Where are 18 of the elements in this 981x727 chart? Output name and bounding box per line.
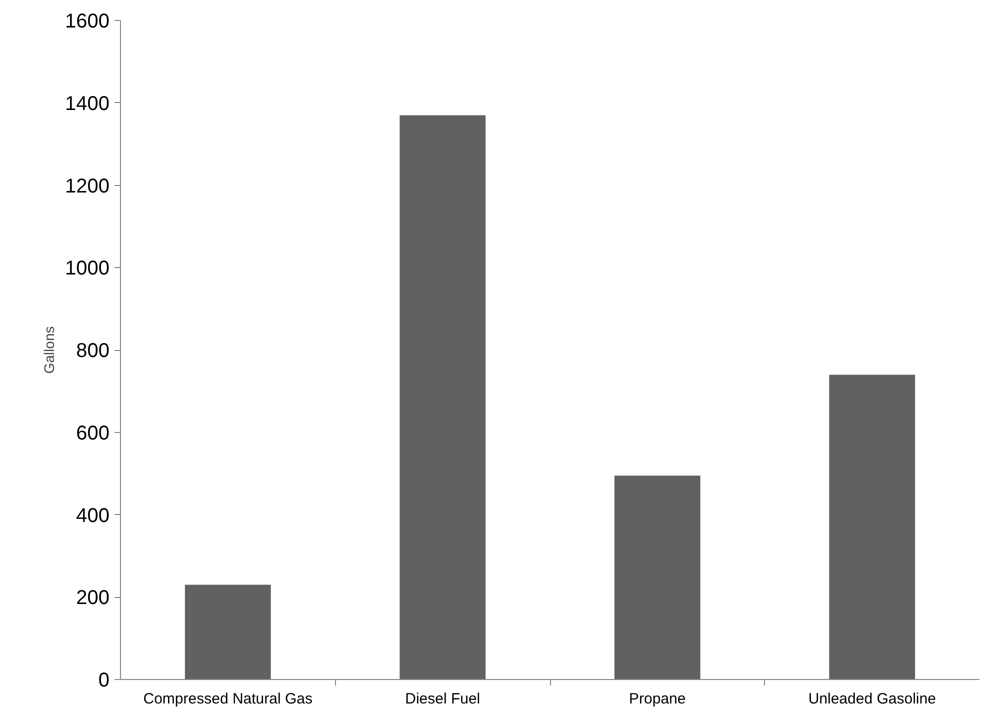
x-tick-label: Compressed Natural Gas <box>143 690 312 708</box>
bar <box>829 374 916 680</box>
y-tick-label: 200 <box>76 587 110 610</box>
y-tick-label: 800 <box>76 340 110 362</box>
bar <box>184 584 271 680</box>
y-tick-label: 0 <box>98 670 110 692</box>
x-tick-label: Propane <box>629 690 686 708</box>
y-tick-label: 1600 <box>65 10 110 32</box>
bar <box>400 115 486 680</box>
x-tick-label: Diesel Fuel <box>405 690 480 708</box>
y-axis-title: Gallons <box>41 326 58 374</box>
bar <box>614 476 700 680</box>
y-tick-label: 1200 <box>65 175 110 198</box>
y-tick-label: 1400 <box>65 92 110 115</box>
y-tick-label: 600 <box>76 422 110 444</box>
y-tick-label: 400 <box>76 504 110 527</box>
y-tick-label: 1000 <box>65 258 110 280</box>
x-tick-label: Unleaded Gasoline <box>808 690 936 708</box>
